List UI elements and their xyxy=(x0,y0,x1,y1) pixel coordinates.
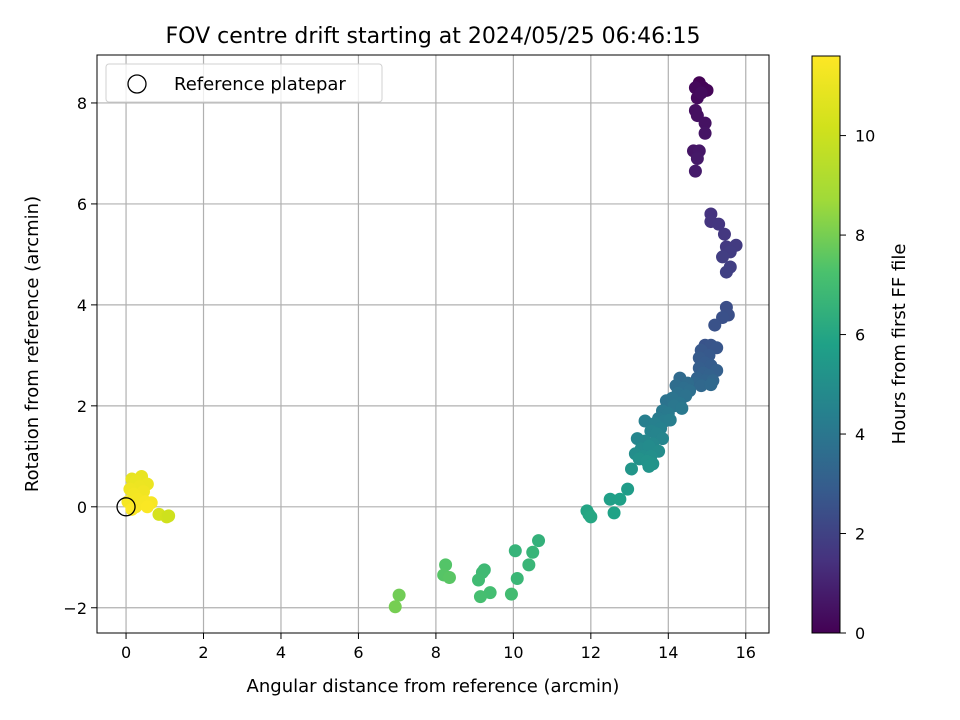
y-axis-ticks: −2 0 2 4 6 8 xyxy=(63,94,97,618)
data-point xyxy=(694,86,708,100)
data-point xyxy=(584,510,598,524)
data-point xyxy=(704,378,718,392)
data-point xyxy=(625,462,639,476)
legend-marker xyxy=(127,74,147,94)
y-tick-label: 2 xyxy=(77,397,87,416)
data-point xyxy=(607,506,621,520)
legend-label: Reference platepar xyxy=(174,74,346,95)
data-point xyxy=(508,544,522,558)
y-axis-label: Rotation from reference (arcmin) xyxy=(22,196,43,492)
data-point xyxy=(694,379,708,393)
colorbar-tick-label: 8 xyxy=(855,226,865,245)
x-tick-label: 0 xyxy=(121,643,131,662)
data-point xyxy=(698,126,712,140)
x-tick-label: 8 xyxy=(431,643,441,662)
data-point xyxy=(642,459,656,473)
y-tick-label: 6 xyxy=(77,195,87,214)
data-point xyxy=(603,492,617,506)
grid-lines xyxy=(97,55,769,633)
data-point xyxy=(621,482,635,496)
data-point xyxy=(388,600,402,614)
x-tick-label: 4 xyxy=(276,643,286,662)
data-point xyxy=(719,265,733,279)
x-tick-label: 10 xyxy=(503,643,523,662)
data-point xyxy=(712,217,726,231)
data-point xyxy=(655,432,669,446)
data-point xyxy=(392,588,406,602)
legend: Reference platepar xyxy=(105,63,383,103)
data-point xyxy=(675,401,689,415)
colorbar-label: Hours from first FF file xyxy=(889,244,910,445)
legend-box xyxy=(105,63,383,103)
data-point xyxy=(613,492,627,506)
colorbar-tick-label: 0 xyxy=(855,624,865,643)
data-point xyxy=(442,570,456,584)
y-tick-label: 4 xyxy=(77,296,87,315)
data-point xyxy=(526,545,540,559)
data-point xyxy=(140,500,154,514)
colorbar xyxy=(811,55,841,634)
data-point xyxy=(688,164,702,178)
x-tick-label: 12 xyxy=(581,643,601,662)
data-point xyxy=(472,573,486,587)
data-point xyxy=(532,534,546,548)
chart-title: FOV centre drift starting at 2024/05/25 … xyxy=(166,24,701,49)
x-tick-label: 6 xyxy=(353,643,363,662)
data-point xyxy=(663,413,677,427)
x-axis-ticks: 0 2 4 6 8 10 12 14 16 xyxy=(121,633,756,662)
y-tick-label: 0 xyxy=(77,498,87,517)
colorbar-tick-label: 10 xyxy=(855,127,875,146)
y-tick-label: −2 xyxy=(63,599,87,618)
data-point xyxy=(504,587,518,601)
data-point xyxy=(698,116,712,130)
data-point xyxy=(510,571,524,585)
data-point xyxy=(716,250,730,264)
colorbar-ticks: 0 2 4 6 8 10 xyxy=(840,127,875,643)
data-point xyxy=(522,558,536,572)
x-axis-label: Angular distance from reference (arcmin) xyxy=(247,676,620,697)
x-tick-label: 16 xyxy=(736,643,756,662)
colorbar-tick-label: 2 xyxy=(855,525,865,544)
x-tick-label: 14 xyxy=(658,643,678,662)
data-point xyxy=(690,151,704,165)
data-point xyxy=(708,318,722,332)
data-point xyxy=(473,590,487,604)
colorbar-tick-label: 4 xyxy=(855,425,865,444)
plot-frame xyxy=(96,54,770,634)
x-tick-label: 2 xyxy=(198,643,208,662)
y-tick-label: 8 xyxy=(77,94,87,113)
data-point xyxy=(717,227,731,241)
reference-marker xyxy=(116,497,136,517)
colorbar-tick-label: 6 xyxy=(855,326,865,345)
data-points xyxy=(121,76,743,614)
data-point xyxy=(642,439,656,453)
data-point xyxy=(162,509,176,523)
data-point xyxy=(439,558,453,572)
